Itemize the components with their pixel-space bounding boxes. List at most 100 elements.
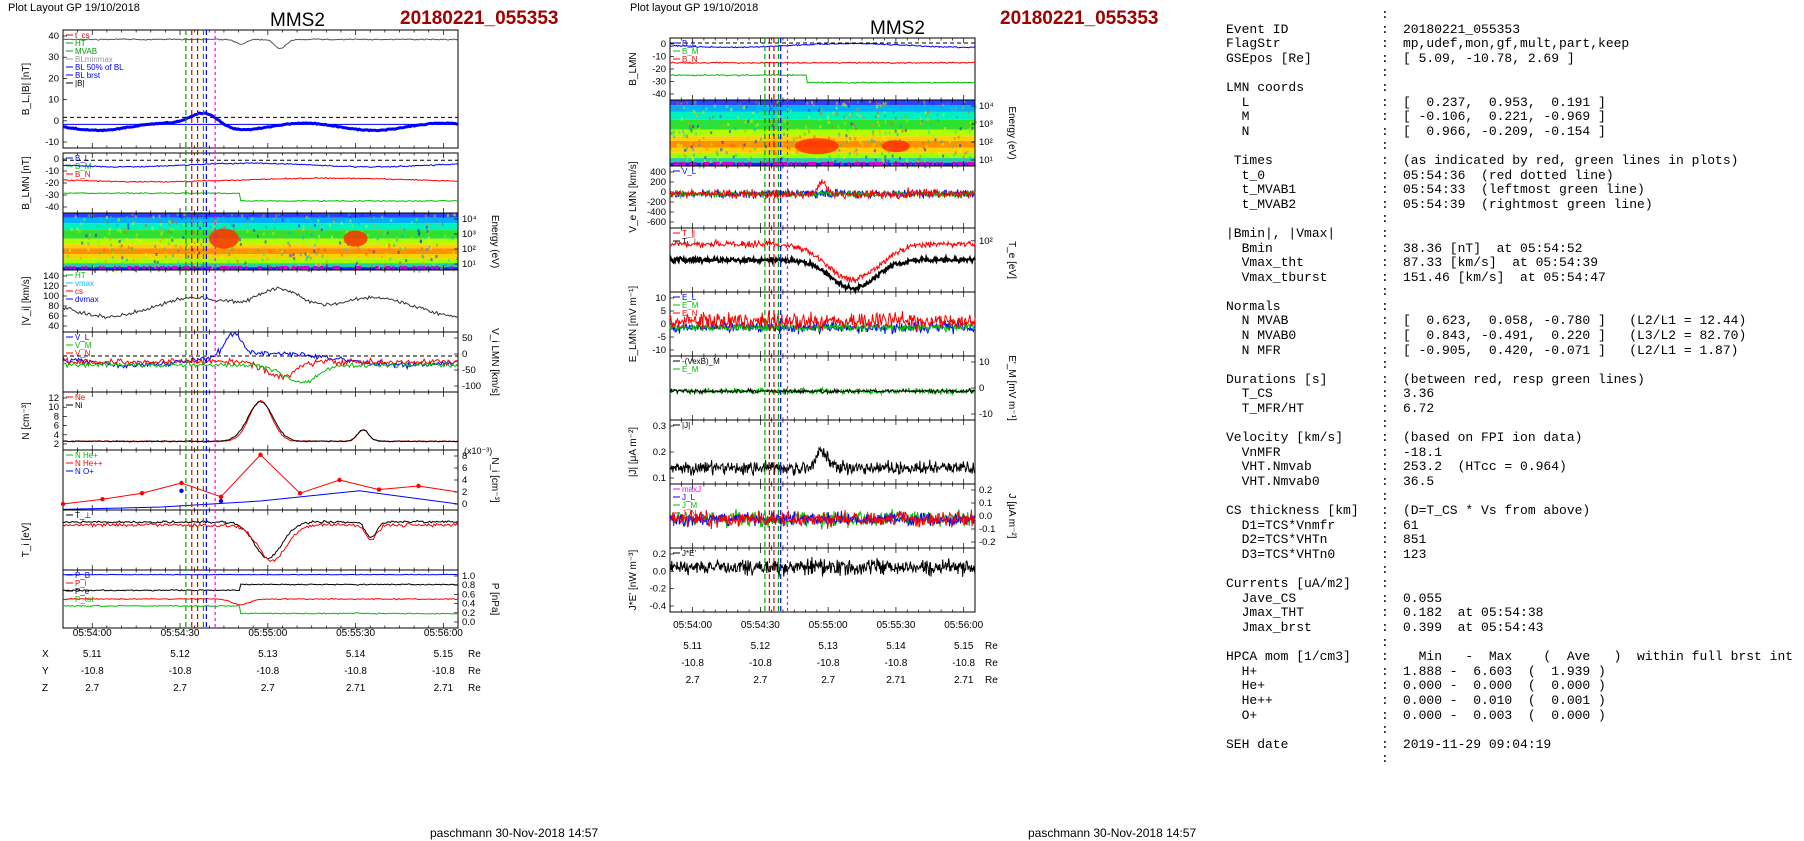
spectrogram-speckle <box>310 219 313 223</box>
spectrogram-speckle <box>85 234 88 238</box>
info-value: 0.000 - 0.003 ( 0.000 ) <box>1403 707 1606 723</box>
spectrogram-speckle <box>780 157 783 161</box>
spectrogram-speckle <box>269 266 272 270</box>
series-line <box>62 573 459 576</box>
series-line <box>62 399 458 443</box>
spectrogram-speckle <box>831 125 834 129</box>
spectrogram-speckle <box>231 246 234 250</box>
info-colon: : <box>1381 444 1389 460</box>
spectrogram-speckle <box>879 162 882 166</box>
info-value: 05:54:39 (rightmost green line) <box>1403 196 1653 212</box>
spectrogram-speckle <box>261 258 264 262</box>
spectrogram-speckle <box>403 266 406 270</box>
spectrogram-speckle <box>214 220 217 224</box>
spectrogram-speckle <box>719 160 722 164</box>
spectrogram-speckle <box>376 240 379 244</box>
spectrogram-speckle <box>108 232 111 236</box>
spectrogram-speckle <box>453 213 456 217</box>
spectrogram-speckle <box>734 154 737 158</box>
spectrogram-speckle <box>782 156 785 160</box>
spectrogram-speckle <box>927 162 930 166</box>
spectrogram-speckle <box>163 247 166 251</box>
spectrogram-speckle <box>684 132 687 136</box>
spectrogram-speckle <box>696 125 699 129</box>
spectrogram-speckle <box>386 231 389 235</box>
spectrogram-speckle <box>752 113 755 117</box>
spectrogram-speckle <box>370 217 373 221</box>
spectrogram-speckle <box>304 252 307 256</box>
spectrogram-speckle <box>823 135 826 139</box>
spectrogram-speckle <box>420 266 423 270</box>
spectrogram-speckle <box>313 249 316 253</box>
spectrogram-speckle <box>456 257 459 261</box>
spectrogram-speckle <box>861 142 864 146</box>
y-tick-label: 2 <box>462 487 467 498</box>
y-tick-label: -20 <box>652 64 666 75</box>
spectrogram-speckle <box>847 139 850 143</box>
y-tick-label: -400 <box>647 207 666 218</box>
spectrogram-speckle <box>356 266 359 270</box>
spectrogram-speckle <box>881 158 884 162</box>
spectrogram-speckle <box>971 126 974 130</box>
legend-entry: E_N <box>682 309 698 318</box>
info-key: D3=TCS*VHTn0 <box>1226 546 1336 562</box>
plot-panel: T_i [eV] T_⊥ <box>21 509 459 571</box>
spectrogram-speckle <box>773 140 776 144</box>
spectrogram-speckle <box>726 165 729 169</box>
spectrogram-speckle <box>710 142 713 146</box>
spectrogram-speckle <box>341 253 344 257</box>
legend-entry: vmax <box>75 279 94 288</box>
info-key: He++ <box>1226 692 1273 708</box>
layout-label: Plot layout GP 19/10/2018 <box>630 2 759 14</box>
spectrogram-speckle <box>799 135 802 139</box>
spectrogram-speckle <box>220 256 223 260</box>
spectrogram-speckle <box>381 215 384 219</box>
spectrogram-speckle <box>173 225 176 229</box>
spectrogram-speckle <box>420 240 423 244</box>
info-key: FlagStr <box>1226 36 1281 52</box>
spectrogram-speckle <box>67 254 70 258</box>
info-row: LMN coords: <box>1226 80 1793 96</box>
panel-frame <box>62 269 459 333</box>
spectrogram-speckle <box>262 214 265 218</box>
spectrogram-speckle <box>795 111 798 115</box>
y-tick-label: 6 <box>462 463 467 474</box>
spectrogram-speckle <box>924 111 927 115</box>
spectrogram-speckle <box>922 146 925 150</box>
spectrogram-speckle <box>327 254 330 258</box>
data-marker <box>297 491 303 496</box>
spectrogram-speckle <box>298 266 301 270</box>
data-marker <box>376 487 382 492</box>
y-tick-label: -40 <box>652 89 666 100</box>
spectrogram-speckle <box>182 266 185 270</box>
spectrogram-speckle <box>868 162 871 166</box>
spectrogram-speckle <box>875 106 878 110</box>
spectrogram-speckle <box>176 213 179 217</box>
legend-entry: N He++ <box>75 459 103 468</box>
info-colon: : <box>1381 65 1389 81</box>
spectrogram-speckle <box>725 151 728 155</box>
spectrogram-speckle <box>111 248 114 252</box>
spectrogram-speckle <box>128 266 131 270</box>
spectrogram-speckle <box>938 152 941 156</box>
spectrogram-speckle <box>131 217 134 221</box>
spectrogram-speckle <box>151 226 154 230</box>
spectrogram-speckle <box>675 162 678 166</box>
spectrogram-speckle <box>336 266 339 270</box>
spectrogram-speckle <box>415 218 418 222</box>
info-value: 0.182 at 05:54:38 <box>1403 605 1544 621</box>
spectrogram-speckle <box>671 132 674 136</box>
info-value: 123 <box>1403 546 1427 562</box>
spectrogram-band <box>63 258 458 264</box>
spectrogram-speckle <box>921 120 924 124</box>
spectrogram-speckle <box>268 269 271 273</box>
spectrogram-speckle <box>129 236 132 240</box>
spectrogram-speckle <box>725 105 728 109</box>
spectrogram-speckle <box>195 250 198 254</box>
spectrogram-speckle <box>120 244 123 248</box>
spectrogram-speckle <box>714 119 717 123</box>
spectrogram-speckle <box>198 238 201 242</box>
spectrogram-speckle <box>819 118 822 122</box>
spectrogram-speckle <box>404 246 407 250</box>
spectrogram-speckle <box>305 257 308 261</box>
